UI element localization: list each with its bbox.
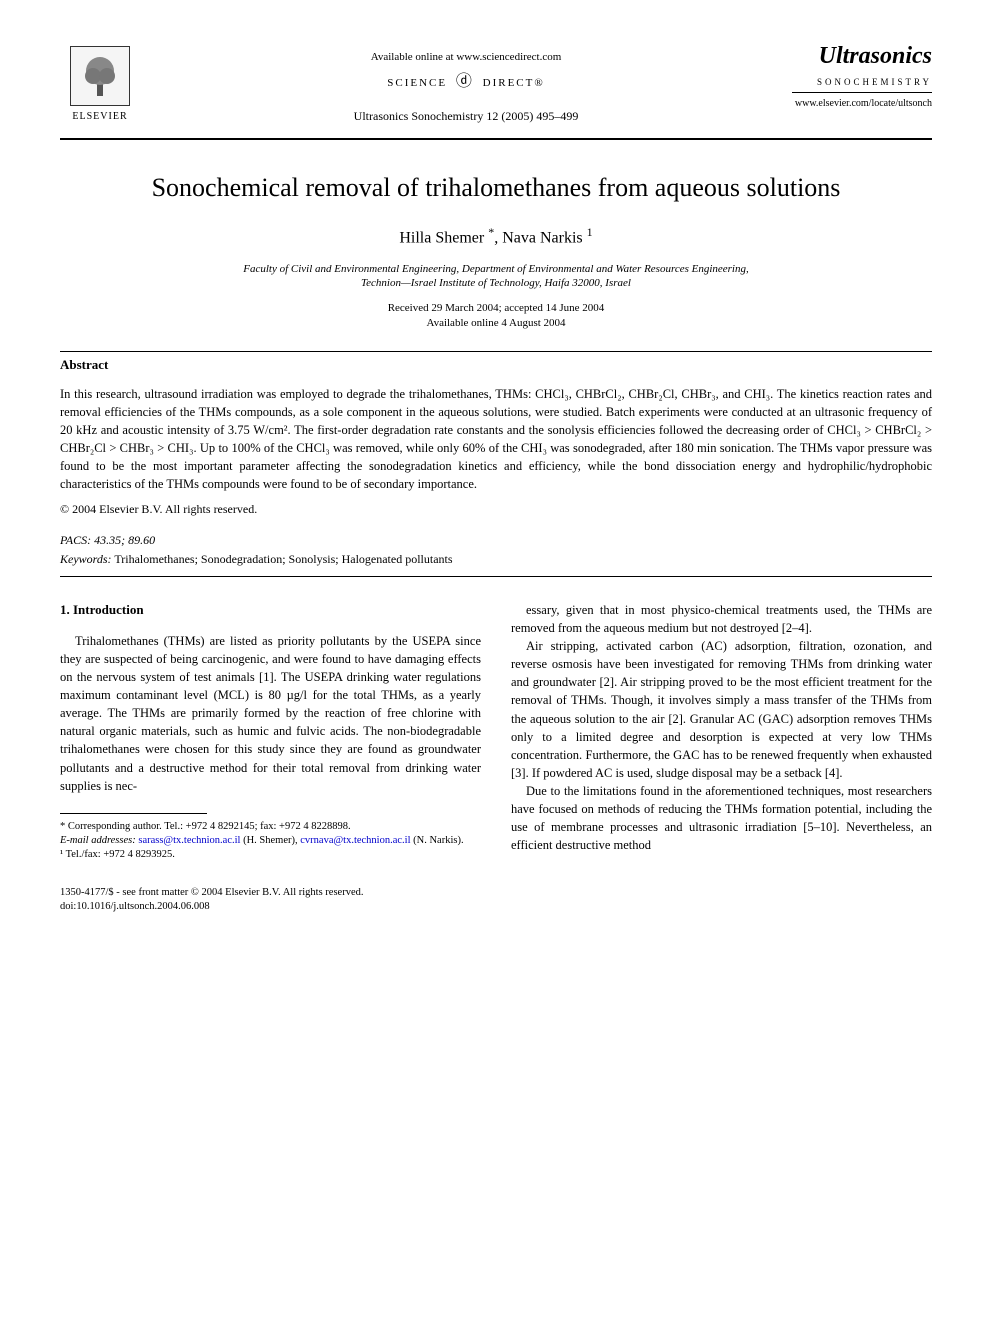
intro-para-1: Trihalomethanes (THMs) are listed as pri… bbox=[60, 632, 481, 795]
email-line: E-mail addresses: sarass@tx.technion.ac.… bbox=[60, 834, 481, 848]
intro-para-2: Air stripping, activated carbon (AC) ads… bbox=[511, 637, 932, 782]
email-link-2[interactable]: cvrnava@tx.technion.ac.il bbox=[300, 835, 410, 846]
available-online: Available online at www.sciencedirect.co… bbox=[140, 50, 792, 65]
pacs: PACS: 43.35; 89.60 bbox=[60, 532, 932, 549]
copyright-line: 1350-4177/$ - see front matter © 2004 El… bbox=[60, 886, 481, 900]
journal-logo: Ultrasonics SONOCHEMISTRY www.elsevier.c… bbox=[792, 40, 932, 111]
abstract-rule-bottom bbox=[60, 576, 932, 577]
abstract-heading: Abstract bbox=[60, 356, 932, 374]
footnote-separator bbox=[60, 813, 207, 814]
keywords-label: Keywords: bbox=[60, 552, 112, 566]
email-name-2: (N. Narkis). bbox=[413, 835, 463, 846]
right-column: essary, given that in most physico-chemi… bbox=[511, 601, 932, 914]
logo-rule bbox=[792, 92, 932, 93]
sd-prefix: SCIENCE bbox=[387, 77, 447, 89]
email-name-1: (H. Shemer), bbox=[243, 835, 298, 846]
elsevier-tree-icon bbox=[70, 46, 130, 106]
abstract-rule-top bbox=[60, 351, 932, 352]
journal-subtitle: SONOCHEMISTRY bbox=[792, 76, 932, 89]
footnote-1: ¹ Tel./fax: +972 4 8293925. bbox=[60, 848, 481, 862]
pacs-codes: 43.35; 89.60 bbox=[94, 533, 155, 547]
dates-line1: Received 29 March 2004; accepted 14 June… bbox=[388, 302, 605, 314]
email-label: E-mail addresses: bbox=[60, 835, 136, 846]
sd-suffix: DIRECT® bbox=[483, 77, 545, 89]
science-direct-logo: SCIENCE ⓓ DIRECT® bbox=[140, 71, 792, 93]
affiliation-line1: Faculty of Civil and Environmental Engin… bbox=[243, 263, 749, 275]
keywords: Keywords: Trihalomethanes; Sonodegradati… bbox=[60, 551, 932, 568]
pacs-label: PACS: bbox=[60, 533, 91, 547]
journal-header: ELSEVIER Available online at www.science… bbox=[60, 40, 932, 130]
authors: Hilla Shemer *, Nava Narkis 1 bbox=[60, 224, 932, 250]
intro-para-1-cont: essary, given that in most physico-chemi… bbox=[511, 601, 932, 637]
keywords-list: Trihalomethanes; Sonodegradation; Sonoly… bbox=[114, 552, 452, 566]
affiliation: Faculty of Civil and Environmental Engin… bbox=[60, 262, 932, 291]
header-center: Available online at www.sciencedirect.co… bbox=[140, 40, 792, 125]
abstract-copyright: © 2004 Elsevier B.V. All rights reserved… bbox=[60, 501, 932, 518]
header-rule bbox=[60, 138, 932, 140]
affiliation-line2: Technion—Israel Institute of Technology,… bbox=[361, 277, 631, 289]
email-link-1[interactable]: sarass@tx.technion.ac.il bbox=[138, 835, 240, 846]
article-title: Sonochemical removal of trihalomethanes … bbox=[60, 170, 932, 206]
intro-para-3: Due to the limitations found in the afor… bbox=[511, 782, 932, 855]
journal-url: www.elsevier.com/locate/ultsonch bbox=[792, 97, 932, 111]
article-dates: Received 29 March 2004; accepted 14 June… bbox=[60, 301, 932, 332]
body-columns: 1. Introduction Trihalomethanes (THMs) a… bbox=[60, 601, 932, 914]
footnotes: * Corresponding author. Tel.: +972 4 829… bbox=[60, 820, 481, 863]
journal-reference: Ultrasonics Sonochemistry 12 (2005) 495–… bbox=[140, 108, 792, 125]
elsevier-text: ELSEVIER bbox=[72, 110, 127, 124]
elsevier-logo: ELSEVIER bbox=[60, 40, 140, 130]
article-footer: 1350-4177/$ - see front matter © 2004 El… bbox=[60, 886, 481, 913]
doi-line: doi:10.1016/j.ultsonch.2004.06.008 bbox=[60, 900, 481, 914]
left-column: 1. Introduction Trihalomethanes (THMs) a… bbox=[60, 601, 481, 914]
dates-line2: Available online 4 August 2004 bbox=[426, 317, 565, 329]
abstract-text: In this research, ultrasound irradiation… bbox=[60, 385, 932, 494]
sd-icon: ⓓ bbox=[456, 71, 474, 93]
section-1-heading: 1. Introduction bbox=[60, 601, 481, 620]
journal-name: Ultrasonics bbox=[792, 40, 932, 74]
corresponding-author: * Corresponding author. Tel.: +972 4 829… bbox=[60, 820, 481, 834]
